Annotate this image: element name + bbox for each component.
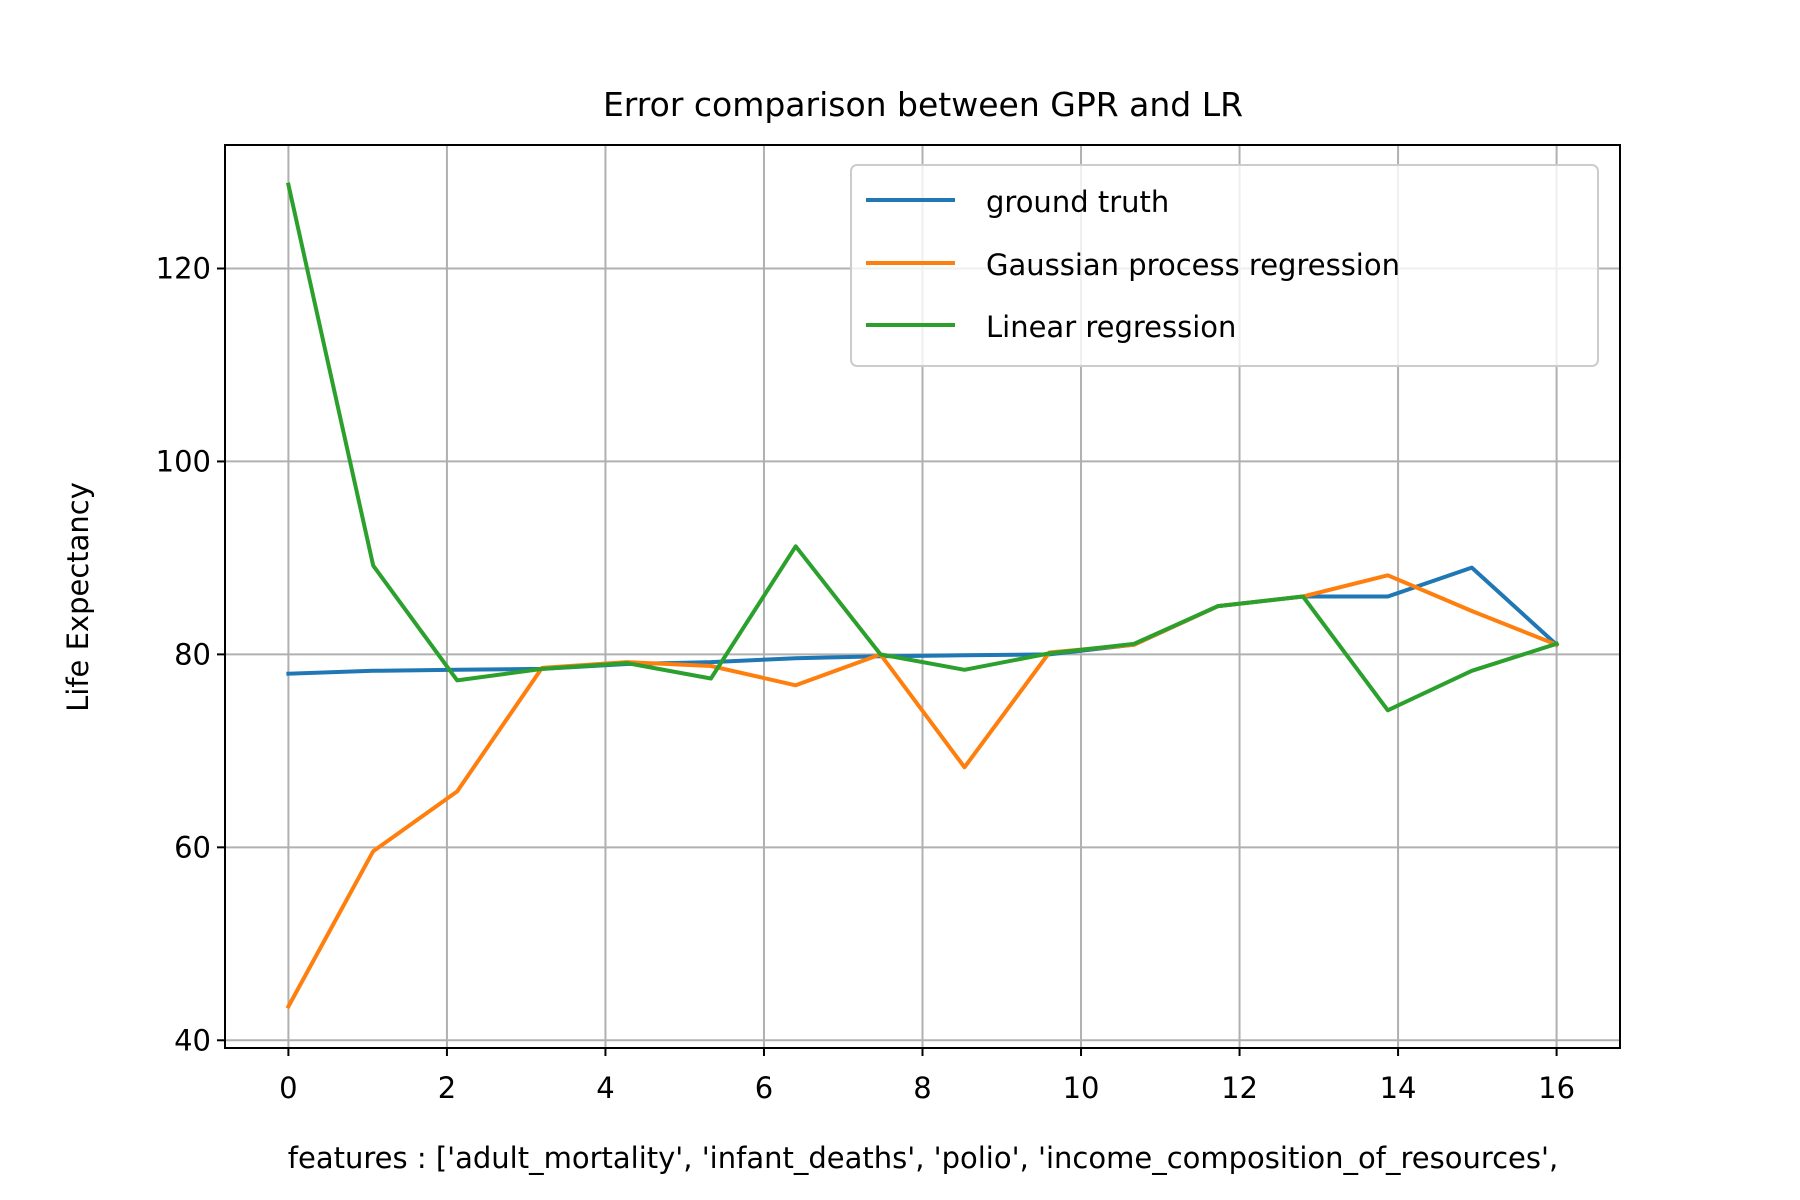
legend-label-ground-truth: ground truth xyxy=(986,185,1169,219)
series-line-gaussian-process-regression xyxy=(285,573,1560,1010)
x-tick-label: 0 xyxy=(279,1071,297,1105)
x-tick-label: 8 xyxy=(913,1071,931,1105)
y-tick-label: 120 xyxy=(156,251,211,285)
y-tick-label: 40 xyxy=(174,1023,211,1057)
legend-box xyxy=(850,164,1599,367)
legend-label-gaussian-process-regression: Gaussian process regression xyxy=(986,248,1400,282)
series-line-linear-regression xyxy=(286,182,1560,713)
legend: ground truth Gaussian process regression… xyxy=(850,164,1599,367)
series-lines xyxy=(285,182,1560,1010)
x-tick-label: 16 xyxy=(1538,1071,1575,1105)
y-tick-label: 80 xyxy=(174,637,211,671)
x-tick-label: 6 xyxy=(755,1071,773,1105)
x-tick-label: 10 xyxy=(1063,1071,1100,1105)
axis-ticks: 0 2 4 6 8 10 12 14 16 40 60 80 100 120 xyxy=(156,251,1575,1105)
x-tick-label: 14 xyxy=(1380,1071,1417,1105)
chart-title: Error comparison between GPR and LR xyxy=(603,85,1243,124)
legend-label-linear-regression: Linear regression xyxy=(986,310,1236,344)
y-tick-label: 60 xyxy=(174,830,211,864)
y-axis-label: Life Expectancy xyxy=(61,482,95,712)
x-tick-label: 2 xyxy=(438,1071,456,1105)
x-tick-label: 4 xyxy=(596,1071,614,1105)
x-tick-label: 12 xyxy=(1221,1071,1258,1105)
y-tick-label: 100 xyxy=(156,444,211,478)
series-line-ground-truth xyxy=(286,565,1560,676)
x-axis-label: features : ['adult_mortality', 'infant_d… xyxy=(288,1141,1558,1175)
